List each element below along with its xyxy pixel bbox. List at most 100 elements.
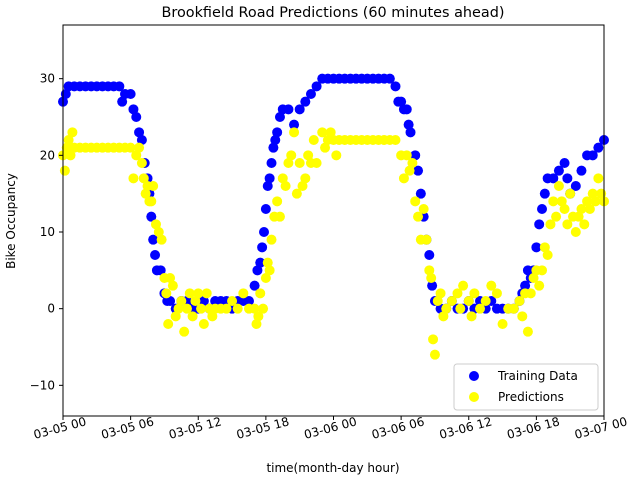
predictions-point bbox=[262, 257, 273, 268]
training-data-point bbox=[165, 296, 176, 306]
predictions-point bbox=[260, 273, 271, 283]
predictions-point bbox=[528, 273, 539, 283]
predictions-point bbox=[508, 303, 519, 314]
predictions-point bbox=[167, 280, 178, 291]
x-axis-label: time(month-day hour) bbox=[266, 461, 399, 475]
training-data-point bbox=[559, 158, 570, 168]
training-data-point bbox=[272, 127, 283, 138]
legend-label-training-data: Training Data bbox=[497, 369, 578, 383]
predictions-point bbox=[148, 181, 159, 191]
predictions-point bbox=[428, 334, 439, 345]
predictions-point bbox=[539, 242, 550, 253]
predictions-point bbox=[593, 173, 604, 184]
predictions-point bbox=[311, 158, 322, 168]
predictions-point bbox=[251, 319, 262, 329]
predictions-point bbox=[424, 265, 435, 276]
training-data-point bbox=[537, 204, 548, 214]
training-data-point bbox=[410, 150, 421, 161]
training-data-point bbox=[136, 135, 147, 145]
predictions-point bbox=[266, 234, 277, 245]
predictions-point bbox=[455, 303, 466, 314]
predictions-point bbox=[426, 273, 437, 283]
predictions-point bbox=[486, 280, 497, 291]
predictions-point bbox=[264, 265, 275, 276]
y-axis-label: Bike Occupancy bbox=[4, 173, 18, 269]
training-data-point bbox=[531, 242, 542, 253]
legend-box bbox=[453, 363, 599, 411]
predictions-point bbox=[542, 250, 553, 260]
training-data-point bbox=[294, 104, 305, 115]
predictions-point bbox=[300, 173, 311, 184]
predictions-point bbox=[193, 288, 204, 299]
predictions-point bbox=[576, 204, 587, 214]
training-data-point bbox=[390, 81, 401, 92]
predictions-point bbox=[429, 349, 440, 360]
training-data-point bbox=[553, 165, 564, 176]
predictions-point bbox=[196, 303, 207, 314]
predictions-point bbox=[232, 303, 243, 314]
predictions-point bbox=[173, 303, 184, 314]
predictions-point bbox=[458, 280, 469, 291]
predictions-point bbox=[61, 142, 72, 153]
training-data-point bbox=[268, 142, 279, 153]
predictions-point bbox=[255, 288, 266, 299]
training-data-point bbox=[252, 265, 263, 276]
predictions-point bbox=[187, 311, 198, 322]
predictions-point bbox=[404, 165, 415, 176]
predictions-point bbox=[525, 288, 536, 299]
predictions-point bbox=[579, 219, 590, 230]
training-data-point bbox=[401, 104, 412, 115]
predictions-point bbox=[497, 319, 508, 329]
training-data-point bbox=[427, 280, 438, 291]
predictions-point bbox=[59, 165, 70, 176]
predictions-point bbox=[286, 150, 297, 161]
training-data-point bbox=[384, 73, 395, 84]
predictions-point bbox=[559, 204, 570, 214]
predictions-point bbox=[138, 173, 149, 184]
predictions-point bbox=[227, 296, 238, 306]
y-axis-ticks: −10 0 10 20 30 bbox=[30, 72, 63, 392]
predictions-point bbox=[491, 288, 502, 299]
training-data-point bbox=[570, 181, 581, 191]
predictions-point bbox=[128, 173, 139, 184]
predictions-point bbox=[537, 265, 548, 276]
training-data-point bbox=[155, 265, 166, 276]
training-data-point bbox=[264, 173, 275, 184]
y-tick-label: −10 bbox=[30, 378, 55, 392]
training-data-point bbox=[424, 250, 435, 260]
predictions-point bbox=[418, 204, 429, 214]
predictions-point bbox=[331, 150, 342, 161]
training-data-point bbox=[249, 280, 260, 291]
predictions-point bbox=[131, 150, 142, 161]
legend-label-predictions: Predictions bbox=[498, 390, 564, 404]
training-data-point bbox=[146, 211, 157, 222]
training-data-point bbox=[134, 127, 145, 138]
training-data-point bbox=[117, 96, 128, 107]
predictions-point bbox=[272, 196, 283, 207]
training-data-point bbox=[415, 188, 426, 199]
predictions-point bbox=[150, 219, 161, 230]
predictions-point bbox=[407, 158, 418, 168]
training-data-point bbox=[274, 112, 285, 122]
predictions-point bbox=[67, 127, 78, 138]
predictions-point bbox=[413, 211, 424, 222]
predictions-point bbox=[390, 135, 401, 145]
predictions-point bbox=[573, 211, 584, 222]
predictions-point bbox=[587, 188, 598, 199]
predictions-point bbox=[156, 234, 167, 245]
training-data-point bbox=[539, 188, 550, 199]
training-data-point bbox=[403, 119, 414, 130]
predictions-point bbox=[134, 142, 145, 153]
predictions-point bbox=[446, 296, 457, 306]
training-data-point bbox=[413, 165, 424, 176]
training-data-point bbox=[534, 219, 545, 230]
predictions-point bbox=[146, 196, 157, 207]
predictions-point bbox=[398, 173, 409, 184]
predictions-point bbox=[463, 296, 474, 306]
predictions-point bbox=[438, 311, 449, 322]
training-data-point bbox=[270, 135, 281, 145]
predictions-point bbox=[553, 181, 564, 191]
training-data-point bbox=[260, 204, 271, 214]
predictions-point bbox=[435, 288, 446, 299]
predictions-point bbox=[140, 188, 151, 199]
